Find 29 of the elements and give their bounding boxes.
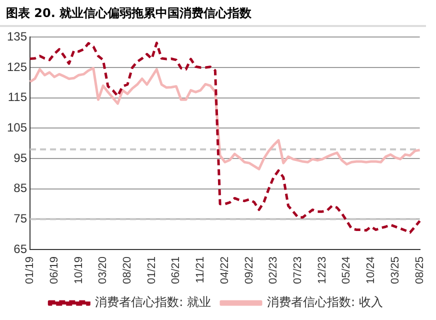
- x-tick-label: 11/21: [194, 256, 207, 284]
- legend-label: 消费者信心指数: 就业: [95, 295, 211, 310]
- x-tick-label: 08/20: [121, 256, 134, 284]
- chart-title: 图表 20. 就业信心偏弱拖累中国消费信心指数: [0, 0, 426, 27]
- x-tick-label: 01/19: [24, 256, 36, 284]
- x-tick-label: 01/21: [146, 256, 158, 284]
- y-tick-label: 65: [14, 242, 28, 256]
- y-tick-label: 125: [6, 60, 28, 74]
- x-tick-label: 03/20: [97, 256, 110, 284]
- x-tick-label: 02/23: [268, 256, 280, 284]
- x-tick-label: 05/24: [340, 256, 353, 284]
- y-tick-label: 105: [6, 120, 28, 134]
- y-tick-label: 115: [8, 90, 28, 104]
- x-tick-label: 07/23: [292, 256, 304, 284]
- x-tick-label: 06/19: [48, 256, 60, 284]
- y-tick-label: 75: [14, 211, 28, 226]
- x-tick-label: 08/25: [414, 256, 426, 284]
- y-tick-label: 95: [14, 150, 28, 165]
- x-tick-label: 04/22: [218, 256, 231, 284]
- x-tick-label: 09/22: [243, 256, 256, 284]
- x-tick-label: 06/21: [170, 256, 182, 284]
- y-tick-label: 85: [14, 181, 28, 196]
- x-tick-label: 10/19: [72, 256, 85, 284]
- y-tick-label: 135: [6, 30, 28, 44]
- x-tick-label: 03/25: [389, 256, 402, 284]
- legend-label: 消费者信心指数: 收入: [267, 295, 383, 310]
- line-series: [28, 42, 422, 234]
- x-tick-label: 12/23: [316, 256, 328, 284]
- x-tick-label: 10/24: [365, 256, 378, 284]
